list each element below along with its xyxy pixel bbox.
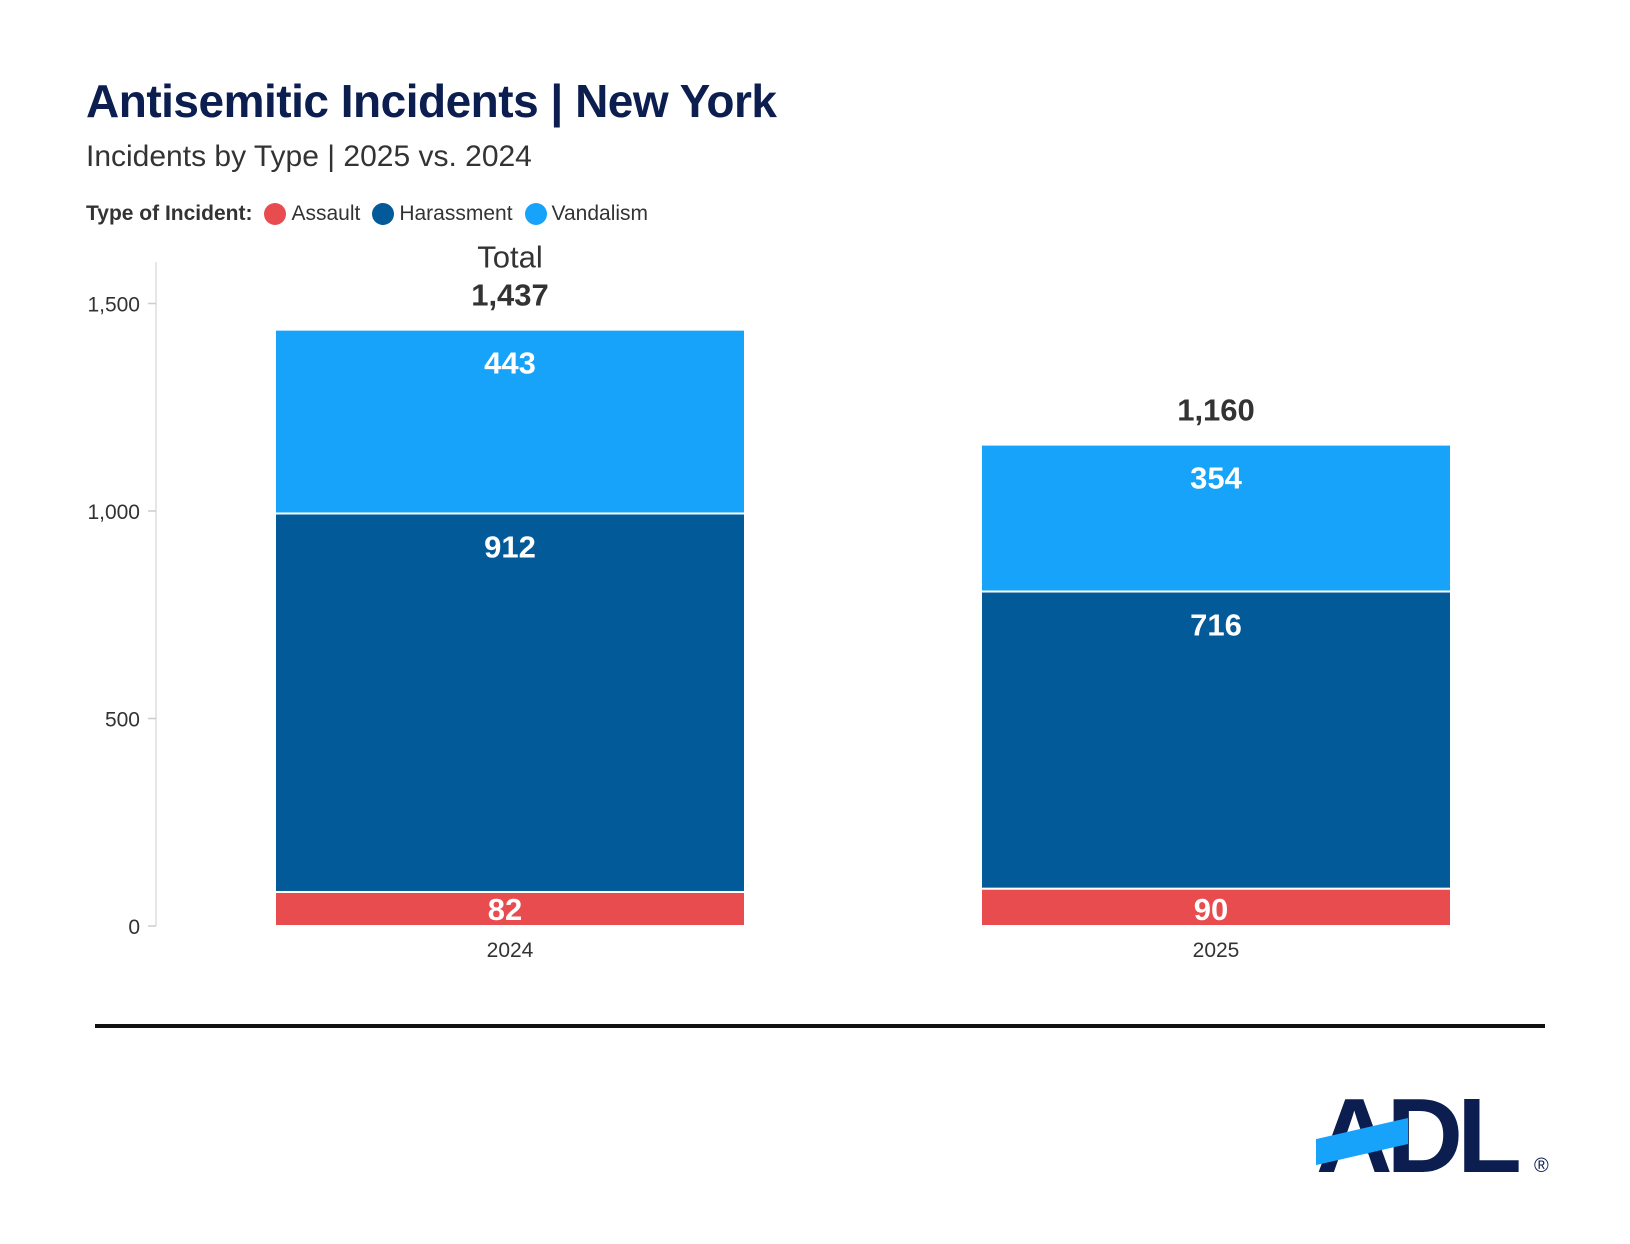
legend-label-vandalism: Vandalism [551,202,649,225]
legend-item-vandalism: Vandalism [524,202,649,226]
total-label-2025: 1,160 [1177,393,1255,428]
legend-title: Type of Incident: [86,202,253,225]
bar-assault-2024 [274,890,746,927]
legend-item-harassment: Harassment [372,202,513,226]
adl-logo: ADL ® [1316,1088,1549,1195]
y-tick-label-2: 1,000 [87,501,140,524]
legend-label-assault: Assault [291,202,361,225]
total-label-2024: 1,437 [471,278,549,313]
bar-vandalism-2024 [274,328,746,515]
adl-logo-registered: ® [1534,1155,1549,1177]
data-label-vandalism-2024: 443 [484,346,536,381]
legend-label-harassment: Harassment [399,202,513,225]
bar-harassment-2025 [980,590,1452,890]
data-label-harassment-2024: 912 [484,529,536,564]
bar-assault-2025 [980,887,1452,928]
x-tick-label-2024: 2024 [487,939,534,962]
bar-harassment-2024 [274,512,746,893]
total-caption: Total [477,240,542,275]
y-tick-label-1: 500 [105,709,140,732]
data-label-vandalism-2025: 354 [1190,461,1242,496]
legend-swatch-vandalism [524,203,547,225]
data-label-assault-2025: 90 [1194,892,1228,927]
y-tick-label-3: 1,500 [87,294,140,317]
chart-subtitle: Incidents by Type | 2025 vs. 2024 [86,140,532,173]
divider-line [95,1024,1545,1028]
legend: Type of Incident: Assault Harassment Van… [86,200,660,228]
data-label-harassment-2025: 716 [1190,608,1242,643]
chart-title: Antisemitic Incidents | New York [86,75,777,127]
legend-swatch-assault [264,203,287,225]
legend-swatch-harassment [372,203,395,225]
legend-item-assault: Assault [264,202,360,226]
bar-vandalism-2025 [980,443,1452,593]
adl-logo-accent-stripe [1316,1118,1408,1166]
stacked-bar-chart: 0 500 1,000 1,500 82 912 443 1,437 2024 90 716 354 1… [87,240,1452,962]
data-label-assault-2024: 82 [488,892,522,927]
y-tick-label-0: 0 [128,916,140,939]
x-tick-label-2025: 2025 [1193,939,1240,962]
